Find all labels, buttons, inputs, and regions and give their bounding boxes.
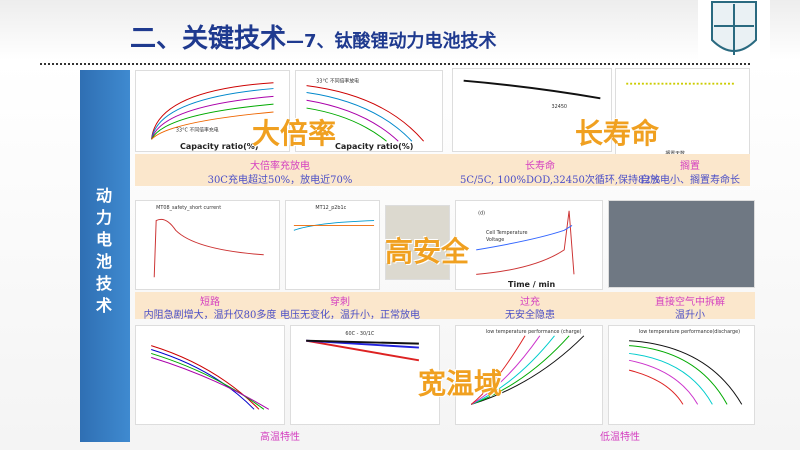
caption-title: 长寿命 bbox=[525, 161, 555, 172]
legend-voltage: Voltage bbox=[486, 237, 504, 243]
overlay-high-rate: 大倍率 bbox=[252, 117, 337, 150]
caption-title: 直接空气中拆解 bbox=[655, 297, 725, 308]
overcharge-chart: (d) Cell Temperature Voltage bbox=[455, 200, 603, 290]
row2-caption-band bbox=[135, 292, 755, 319]
low-temp-discharge-chart: low temperature performance(discharge) bbox=[608, 325, 755, 425]
low-temp-charge-chart: low temperature performance (charge) bbox=[455, 325, 603, 425]
rate-discharge-chart: 33°C 不同倍率放电 bbox=[295, 70, 443, 152]
legend-cell-temperature: Cell Temperature bbox=[486, 230, 528, 236]
x-axis-label: Time / min bbox=[508, 280, 556, 289]
chart-title: low temperature performance (charge) bbox=[486, 329, 582, 335]
short-circuit-chart: MT08_safety_short current bbox=[135, 200, 280, 290]
sidebar-label: 动力电池技术 bbox=[95, 186, 112, 315]
title-main: 二、关键技术 bbox=[130, 24, 287, 54]
cycle-life-chart: 32450 bbox=[452, 68, 612, 152]
nail-penetration-chart: MT12_p2b1c bbox=[285, 200, 380, 290]
overlay-high-safety: 高安全 bbox=[385, 235, 470, 268]
row1-caption-band bbox=[135, 154, 750, 186]
chart-title: MT12_p2b1c bbox=[315, 205, 346, 211]
caption-text: 温升小 bbox=[675, 310, 705, 321]
storage-chart: 搁置天数 bbox=[615, 68, 750, 160]
caption-title: 大倍率充放电 bbox=[250, 161, 310, 172]
disassembly-photo bbox=[608, 200, 755, 288]
caption-text: 30C充电超过50%，放电近70% bbox=[207, 175, 353, 186]
caption-text: 自放电小、搁置寿命长 bbox=[640, 175, 740, 186]
rate-charge-chart: 33°C 不同倍率充电 bbox=[135, 70, 290, 152]
chart-title: 33°C 不同倍率充电 bbox=[176, 126, 219, 133]
sidebar-label-panel: 动力电池技术 bbox=[80, 70, 130, 442]
divider bbox=[40, 63, 750, 65]
caption-low-temp: 低温特性 bbox=[600, 432, 640, 443]
chart-title: 33°C 不同倍率放电 bbox=[316, 78, 359, 85]
caption-title: 过充 bbox=[520, 297, 540, 308]
chart-title: 60C - 30/1C bbox=[345, 331, 374, 337]
x-axis-label: 搁置天数 bbox=[665, 150, 685, 157]
chart-panel-label: (d) bbox=[478, 211, 485, 217]
university-logo bbox=[698, 0, 770, 62]
high-temp-cycle-chart: 60C - 30/1C bbox=[290, 325, 440, 425]
overlay-wide-temp: 宽温域 bbox=[418, 367, 503, 400]
page-title: 二、关键技术—7、钛酸锂动力电池技术 bbox=[130, 18, 497, 55]
caption-title: 穿刺 bbox=[330, 297, 350, 308]
caption-title: 短路 bbox=[200, 297, 220, 308]
chart-annotation: 32450 bbox=[552, 104, 568, 110]
high-temp-discharge-chart bbox=[135, 325, 285, 425]
cell-photo bbox=[385, 205, 450, 280]
x-axis-label: Capacity ratio(%) bbox=[180, 142, 259, 151]
caption-high-temp: 高温特性 bbox=[260, 432, 300, 443]
chart-title: low temperature performance(discharge) bbox=[639, 329, 740, 335]
overlay-long-life: 长寿命 bbox=[575, 117, 660, 150]
title-sub: —7、钛酸锂动力电池技术 bbox=[286, 31, 497, 52]
chart-title: MT08_safety_short current bbox=[156, 205, 221, 211]
caption-title: 搁置 bbox=[680, 161, 700, 172]
caption-text: 5C/5C, 100%DOD,32450次循环,保持82% bbox=[460, 175, 661, 186]
caption-text: 无安全隐患 bbox=[505, 310, 555, 321]
x-axis-label: Capacity ratio(%) bbox=[335, 142, 414, 151]
caption-text: 内阻急剧增大，温升仅80多度 bbox=[143, 310, 277, 321]
caption-text: 电压无变化，温升小，正常放电 bbox=[280, 310, 420, 321]
